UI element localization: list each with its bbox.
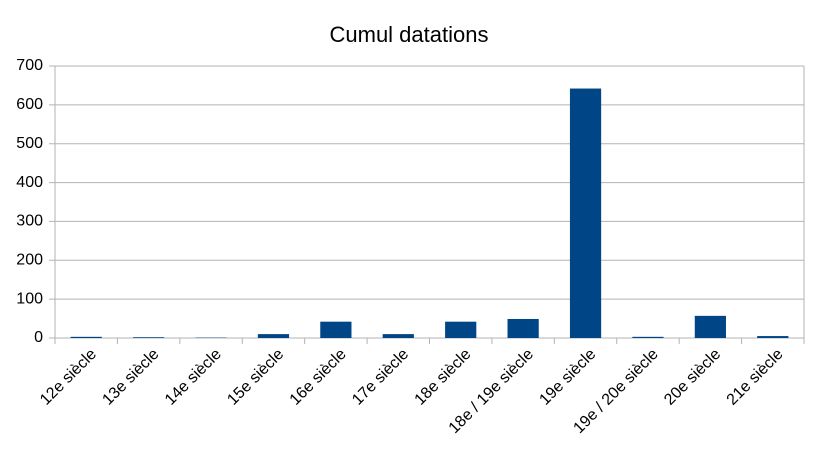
bar [507,318,539,338]
y-tick-label: 600 [16,96,43,113]
y-tick-label: 200 [16,252,43,269]
bar [445,321,477,338]
bar [133,337,165,338]
bar [257,334,290,338]
y-tick-label: 300 [16,213,43,230]
y-tick-label: 0 [34,329,43,346]
y-tick-label: 500 [16,135,43,152]
bar [70,336,102,338]
y-tick-label: 100 [16,290,43,307]
bar [694,315,726,338]
y-tick-label: 400 [16,174,43,191]
chart-title: Cumul datations [330,22,489,47]
bar [382,334,414,338]
bar [632,336,664,338]
y-tick-label: 700 [16,57,43,74]
bar [569,88,602,338]
bar [757,336,789,338]
bar [320,321,352,338]
